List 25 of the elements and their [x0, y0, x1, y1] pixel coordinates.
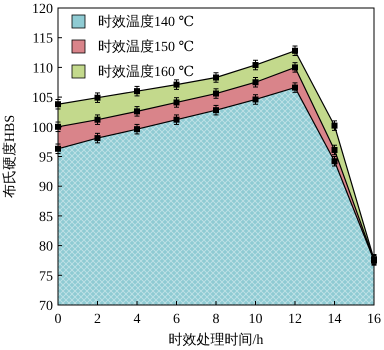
y-tick-label: 90	[39, 180, 53, 196]
y-axis-title: 布氏硬度HBS	[2, 114, 18, 198]
y-tick-label: 85	[39, 210, 53, 225]
x-tick-label: 14	[328, 312, 342, 327]
x-tick-label: 6	[173, 312, 180, 327]
legend-label: 时效温度150 ℃	[98, 39, 194, 55]
legend-label: 时效温度140 ℃	[98, 14, 194, 30]
legend-label: 时效温度160 ℃	[98, 64, 194, 80]
x-tick-label: 0	[54, 312, 62, 327]
y-tick-label: 120	[32, 2, 53, 17]
y-tick-label: 100	[32, 120, 53, 136]
x-tick-label: 2	[94, 312, 101, 327]
y-tick-label: 80	[39, 240, 53, 255]
x-axis-title: 时效处理时间/h	[168, 332, 264, 348]
x-tick-label: 8	[212, 312, 220, 327]
y-tick-label: 105	[32, 91, 53, 106]
y-tick-label: 70	[39, 299, 53, 314]
y-tick-label: 95	[39, 150, 53, 166]
x-tick-label: 16	[367, 312, 381, 327]
x-tick-label: 12	[288, 312, 302, 327]
y-tick-label: 75	[39, 269, 53, 284]
y-tick-label: 110	[32, 61, 53, 76]
y-tick-label: 115	[32, 32, 53, 47]
x-tick-label: 4	[134, 312, 140, 327]
x-tick-label: 10	[248, 312, 262, 327]
